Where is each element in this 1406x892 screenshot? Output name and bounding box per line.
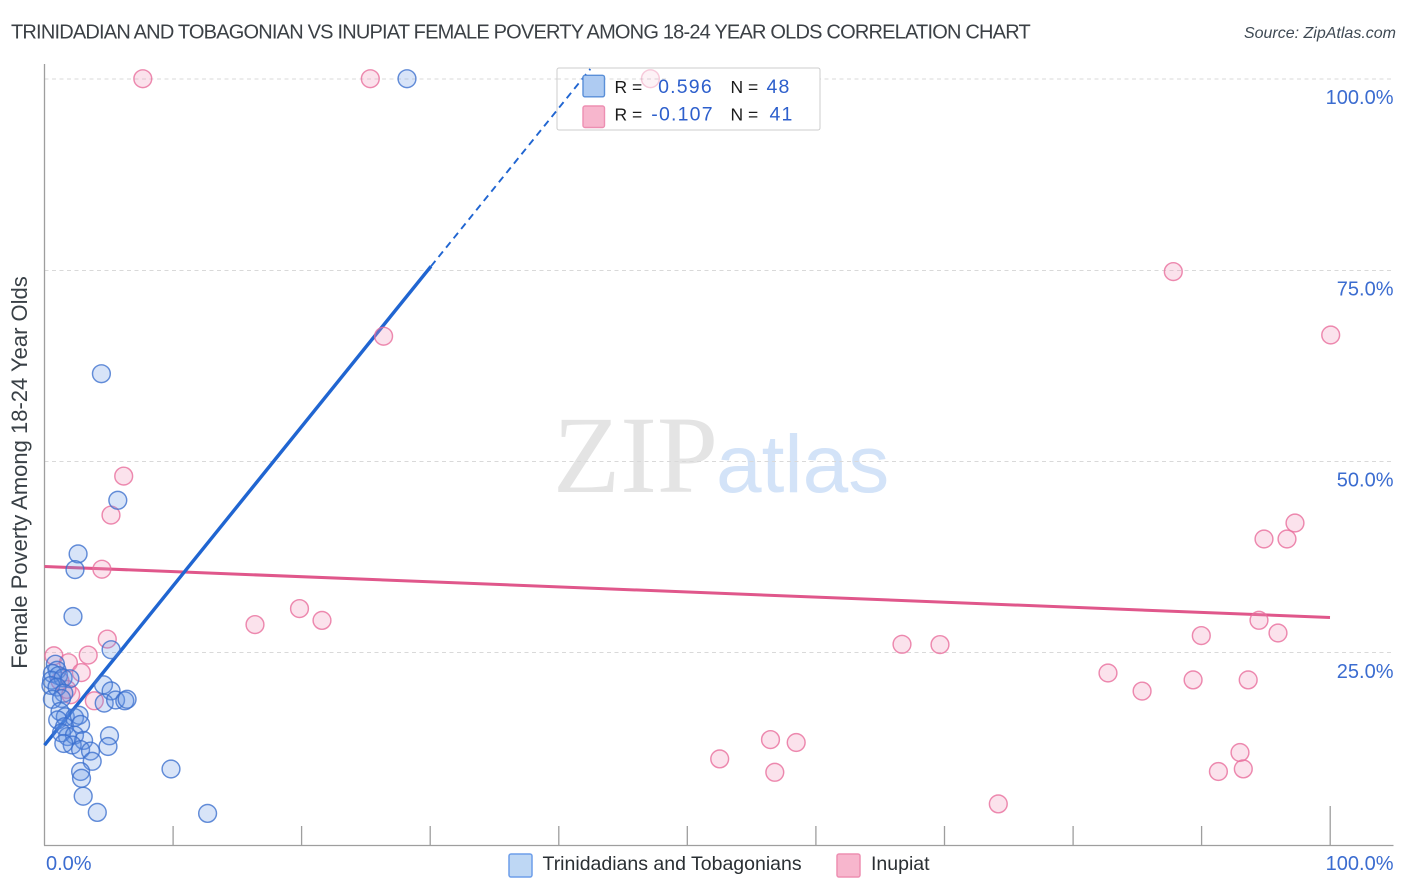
svg-text:100.0%: 100.0% [1326, 87, 1394, 109]
svg-text:75.0%: 75.0% [1337, 279, 1394, 301]
svg-text:TRINIDADIAN AND TOBAGONIAN VS: TRINIDADIAN AND TOBAGONIAN VS INUPIAT FE… [11, 22, 1030, 44]
svg-text:0.0%: 0.0% [46, 853, 92, 875]
svg-text:R =: R = [615, 105, 643, 125]
svg-text:Trinidadians and Tobagonians: Trinidadians and Tobagonians [543, 853, 802, 875]
svg-text:N =: N = [731, 77, 759, 97]
svg-text:50.0%: 50.0% [1337, 470, 1394, 492]
svg-text:25.0%: 25.0% [1337, 661, 1394, 683]
svg-text:-0.107: -0.107 [651, 104, 714, 126]
svg-text:48: 48 [766, 76, 790, 98]
svg-text:Source: ZipAtlas.com: Source: ZipAtlas.com [1244, 25, 1396, 42]
svg-text:R =: R = [615, 77, 643, 97]
svg-text:41: 41 [769, 104, 793, 126]
svg-text:Inupiat: Inupiat [871, 853, 930, 875]
svg-text:100.0%: 100.0% [1326, 853, 1394, 875]
svg-text:N =: N = [731, 105, 759, 125]
svg-text:ZIP: ZIP [553, 394, 718, 516]
svg-text:Female Poverty Among 18-24 Yea: Female Poverty Among 18-24 Year Olds [7, 276, 32, 669]
svg-text:0.596: 0.596 [658, 76, 713, 98]
svg-text:atlas: atlas [716, 419, 889, 510]
